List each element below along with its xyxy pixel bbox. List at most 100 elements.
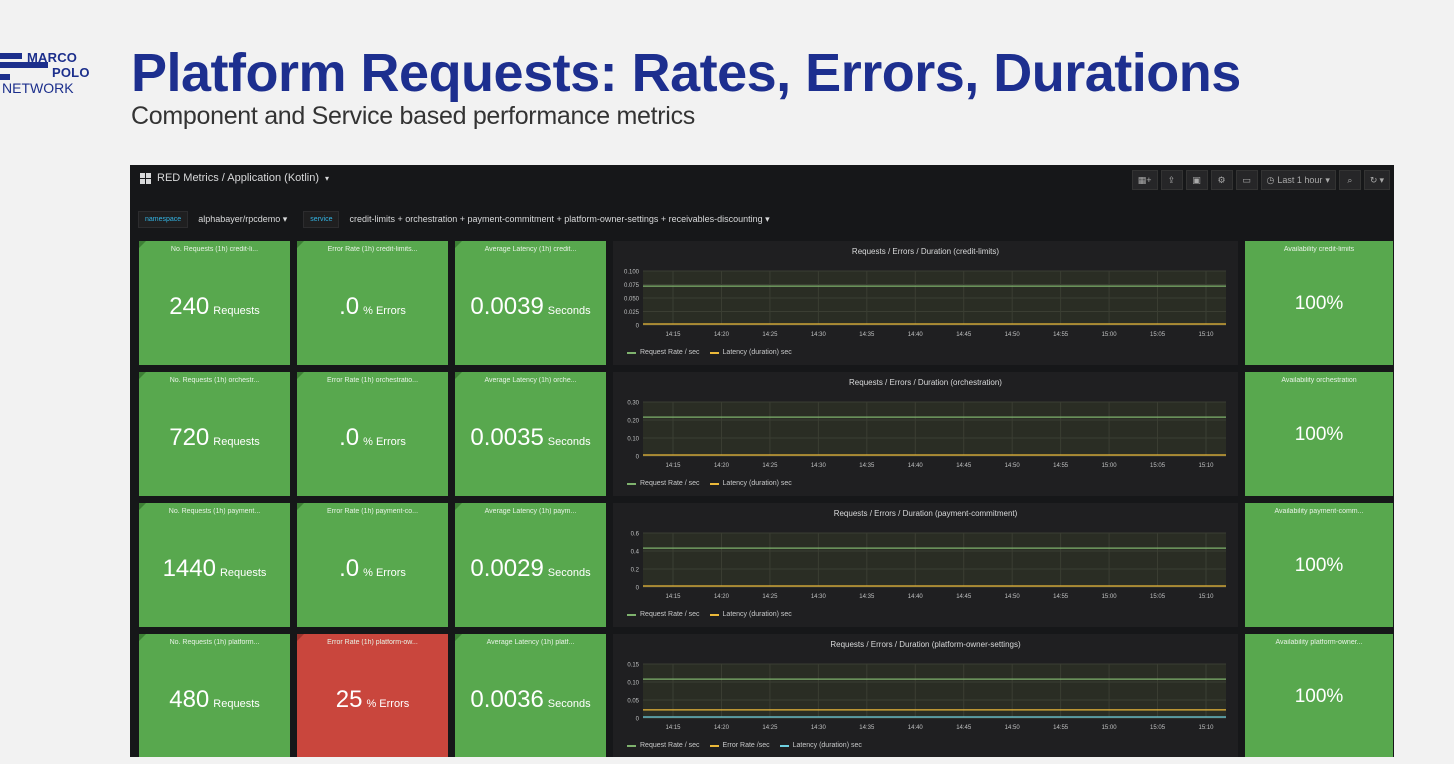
x-tick-label: 14:50 xyxy=(1005,463,1021,469)
stat-value-group: 25% Errors xyxy=(297,686,448,714)
graph-title: Requests / Errors / Duration (platform-o… xyxy=(830,640,1021,649)
legend-item[interactable]: Latency (duration) sec xyxy=(779,742,862,749)
caret-down-icon: ▾ xyxy=(325,173,330,183)
error-rate-stat-panel[interactable]: Error Rate (1h) orchestratio... .0% Error… xyxy=(297,372,448,496)
legend-item[interactable]: Request Rate / sec xyxy=(627,611,700,618)
tv-mode-button[interactable]: ▭ xyxy=(1235,170,1258,190)
latency-stat-panel[interactable]: Average Latency (1h) credit... 0.0039 Seco… xyxy=(455,241,606,365)
legend-swatch xyxy=(709,613,719,616)
stat-value: .0 xyxy=(339,555,360,582)
legend-item[interactable]: Latency (duration) sec xyxy=(709,349,792,356)
graph-panel[interactable]: Requests / Errors / Duration (platform-o… xyxy=(613,634,1238,757)
refresh-button[interactable]: ↻ ▾ xyxy=(1363,170,1390,190)
error-rate-stat-panel[interactable]: Error Rate (1h) payment-co... .0% Errors xyxy=(297,503,448,627)
requests-stat-panel[interactable]: No. Requests (1h) credit-li... 240 Request… xyxy=(139,241,290,365)
x-tick-label: 14:20 xyxy=(714,332,730,338)
stat-panel-title: No. Requests (1h) payment... xyxy=(168,508,261,515)
dashboard-grid-icon xyxy=(140,172,151,184)
stat-unit: Seconds xyxy=(547,305,591,317)
stat-value-group: .0% Errors xyxy=(297,424,448,452)
panel-link-corner-icon xyxy=(455,241,462,248)
x-tick-label: 15:00 xyxy=(1102,594,1118,600)
x-tick-label: 15:10 xyxy=(1198,725,1214,731)
x-tick-label: 14:50 xyxy=(1005,725,1021,731)
requests-stat-panel[interactable]: No. Requests (1h) payment... 1440 Requests xyxy=(139,503,290,627)
x-tick-label: 14:55 xyxy=(1053,332,1069,338)
x-tick-label: 14:15 xyxy=(665,594,681,600)
zoom-out-button[interactable]: ⌕ xyxy=(1338,170,1361,190)
x-tick-label: 14:25 xyxy=(762,725,778,731)
x-tick-label: 14:40 xyxy=(908,725,924,731)
add-panel-button[interactable]: ▦+ xyxy=(1131,170,1158,190)
x-tick-label: 14:45 xyxy=(956,463,972,469)
y-tick-label: 0 xyxy=(636,586,640,592)
stat-panel-title: No. Requests (1h) platform... xyxy=(169,639,260,646)
stat-panel-title: Availability orchestration xyxy=(1281,377,1357,384)
share-icon: ⇪ xyxy=(1167,174,1176,185)
panel-link-corner-icon xyxy=(455,634,462,641)
legend-item[interactable]: Request Rate / sec xyxy=(627,742,700,749)
stat-panel-title: Availability platform-owner... xyxy=(1275,639,1363,646)
stat-value-group: 0.0029 Seconds xyxy=(455,555,606,583)
panel-link-corner-icon xyxy=(455,503,462,510)
availability-stat-panel[interactable]: Availability platform-owner... 100% xyxy=(1245,634,1393,757)
y-tick-label: 0.4 xyxy=(631,550,640,556)
plot-area xyxy=(643,402,1226,456)
stat-panel-title: Error Rate (1h) orchestratio... xyxy=(326,377,419,384)
stat-panel-title: Average Latency (1h) paym... xyxy=(484,508,577,515)
logo-text-line3: NETWORK xyxy=(2,80,74,96)
y-tick-label: 0.6 xyxy=(631,532,640,538)
share-button[interactable]: ⇪ xyxy=(1160,170,1183,190)
latency-stat-panel[interactable]: Average Latency (1h) orche... 0.0035 Secon… xyxy=(455,372,606,496)
graph-panel[interactable]: Requests / Errors / Duration (payment-co… xyxy=(613,503,1238,627)
namespace-variable-select[interactable]: alphabayer/rpcdemo ▾ xyxy=(198,213,288,224)
panel-link-corner-icon xyxy=(297,241,304,248)
time-range-picker[interactable]: ◷ Last 1 hour ▾ xyxy=(1260,170,1336,190)
x-tick-label: 14:30 xyxy=(811,725,827,731)
error-rate-stat-panel[interactable]: Error Rate (1h) credit-limits... .0% Erro… xyxy=(297,241,448,365)
legend-item[interactable]: Request Rate / sec xyxy=(627,349,700,356)
stat-panel-title: Average Latency (1h) orche... xyxy=(484,377,577,384)
availability-stat-panel[interactable]: Availability credit-limits 100% xyxy=(1245,241,1393,365)
grafana-dashboard: RED Metrics / Application (Kotlin) ▾ ▦+ … xyxy=(130,165,1394,757)
tv-mode-icon: ▭ xyxy=(1242,174,1251,185)
stat-value: 0.0035 xyxy=(470,424,544,451)
dashboard-picker[interactable]: RED Metrics / Application (Kotlin) ▾ xyxy=(140,172,329,184)
service-variable-select[interactable]: credit-limits + orchestration + payment-… xyxy=(349,213,770,224)
requests-stat-panel[interactable]: No. Requests (1h) platform... 480 Requests xyxy=(139,634,290,757)
stat-value-group: 100% xyxy=(1245,293,1393,315)
x-tick-label: 14:45 xyxy=(956,594,972,600)
graph-panel[interactable]: Requests / Errors / Duration (orchestrat… xyxy=(613,372,1238,496)
stat-value: 240 xyxy=(169,293,210,320)
caret-down-icon: ▾ xyxy=(1379,174,1384,185)
graph-panel[interactable]: Requests / Errors / Duration (credit-lim… xyxy=(613,241,1238,365)
stat-unit: % Errors xyxy=(363,567,406,579)
availability-stat-panel[interactable]: Availability orchestration 100% xyxy=(1245,372,1393,496)
panel-link-corner-icon xyxy=(139,372,146,379)
graph-legend: Request Rate / sec Error Rate /sec Latency… xyxy=(627,742,862,749)
y-tick-label: 0.050 xyxy=(624,297,640,303)
save-icon: ▣ xyxy=(1192,174,1201,185)
error-rate-stat-panel[interactable]: Error Rate (1h) platform-ow... 25% Errors xyxy=(297,634,448,757)
legend-item[interactable]: Error Rate /sec xyxy=(709,742,770,749)
latency-stat-panel[interactable]: Average Latency (1h) platf... 0.0036 Secon… xyxy=(455,634,606,757)
settings-button[interactable]: ⚙ xyxy=(1210,170,1233,190)
latency-stat-panel[interactable]: Average Latency (1h) paym... 0.0029 Second… xyxy=(455,503,606,627)
graph-legend: Request Rate / sec Latency (duration) sec xyxy=(627,480,792,487)
legend-item[interactable]: Latency (duration) sec xyxy=(709,480,792,487)
save-button[interactable]: ▣ xyxy=(1185,170,1208,190)
dashboard-topbar: RED Metrics / Application (Kotlin) ▾ ▦+ … xyxy=(130,165,1394,195)
stat-panel-title: Average Latency (1h) platf... xyxy=(486,639,575,646)
stat-unit: % Errors xyxy=(363,436,406,448)
x-tick-label: 14:15 xyxy=(665,725,681,731)
x-tick-label: 15:05 xyxy=(1150,594,1166,600)
legend-item[interactable]: Request Rate / sec xyxy=(627,480,700,487)
x-tick-label: 14:30 xyxy=(811,463,827,469)
logo-stripe xyxy=(0,62,48,68)
stat-unit: % Errors xyxy=(366,698,410,710)
legend-item[interactable]: Latency (duration) sec xyxy=(709,611,792,618)
zoom-out-icon: ⌕ xyxy=(1347,174,1353,185)
requests-stat-panel[interactable]: No. Requests (1h) orchestr... 720 Requests xyxy=(139,372,290,496)
plot-area xyxy=(643,664,1226,718)
availability-stat-panel[interactable]: Availability payment-comm... 100% xyxy=(1245,503,1393,627)
